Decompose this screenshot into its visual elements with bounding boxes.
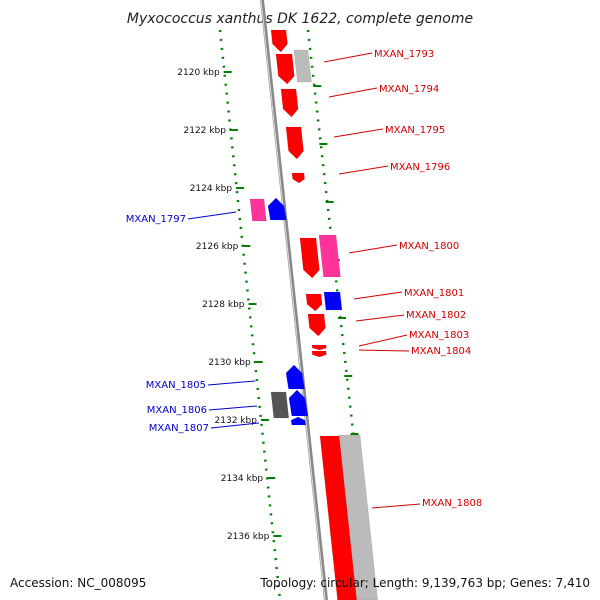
leader-line [328, 87, 378, 98]
accession-text: Accession: NC_008095 [10, 576, 147, 590]
leader-line [348, 244, 398, 254]
leader-line [323, 52, 373, 63]
gene-feature-mxan_1805 [285, 364, 305, 390]
leader-line [187, 211, 237, 220]
gene-feature-mxan_1803 [311, 344, 327, 351]
gene-feature-mxan_1806 [288, 389, 309, 417]
genome-backbone [260, 0, 328, 600]
leader-line [355, 314, 405, 322]
leader-line [353, 291, 403, 300]
tick-label: 2130 kbp [208, 358, 251, 368]
gene-feature-mxan_1797 [267, 197, 287, 221]
gene-feature-mxan_1801 [305, 293, 323, 312]
gene-label-mxan_1808[interactable]: MXAN_1808 [422, 498, 482, 509]
gene-feature-mxan_1807 [290, 416, 307, 426]
gene-feature-mxan_1800 [299, 237, 320, 279]
leader-line [358, 349, 410, 352]
leader-line [338, 165, 389, 175]
gene-feature-mxan_1808 [338, 434, 378, 600]
genome-backbone-highlight [260, 0, 326, 600]
gene-label-mxan_1795[interactable]: MXAN_1795 [385, 125, 445, 136]
gene-label-mxan_1807[interactable]: MXAN_1807 [149, 423, 209, 434]
gene-feature-mxan_1793 [270, 29, 288, 53]
gene-label-mxan_1793[interactable]: MXAN_1793 [374, 49, 434, 60]
gene-label-mxan_1805[interactable]: MXAN_1805 [146, 380, 206, 391]
leader-line [333, 128, 384, 138]
gene-feature-mxan_1793 [293, 49, 312, 83]
gene-feature-mxan_1800 [318, 234, 341, 278]
gene-label-mxan_1796[interactable]: MXAN_1796 [390, 162, 450, 173]
leader-line [210, 422, 260, 429]
gene-label-mxan_1794[interactable]: MXAN_1794 [379, 84, 439, 95]
leader-line [371, 503, 421, 509]
leader-line [207, 380, 256, 386]
gene-feature-mxan_1797 [249, 198, 267, 222]
tick-label: 2122 kbp [184, 126, 227, 136]
gene-label-mxan_1803[interactable]: MXAN_1803 [409, 330, 469, 341]
gene-label-mxan_1806[interactable]: MXAN_1806 [147, 405, 207, 416]
leader-line [358, 334, 408, 347]
topology-text: Topology: circular; Length: 9,139,763 bp… [260, 576, 590, 590]
gene-label-mxan_1800[interactable]: MXAN_1800 [399, 241, 459, 252]
gene-feature-mxan_1804 [311, 350, 327, 358]
map-title: Myxococcus xanthus DK 1622, complete gen… [127, 11, 473, 27]
tick-label: 2124 kbp [190, 184, 233, 194]
gene-features [249, 29, 378, 600]
gene-feature-mxan_1802 [307, 313, 326, 337]
gene-feature-mxan_1796 [285, 126, 304, 160]
gene-feature-mxan_1795 [280, 88, 299, 118]
tick-label: 2136 kbp [227, 532, 270, 542]
gene-feature-mxan_1794 [275, 53, 295, 85]
gene-feature-mxan_1796 [291, 172, 305, 184]
gene-labels: MXAN_1793 MXAN_1794 MXAN_1795 MXAN_1796 MXAN… [126, 49, 483, 509]
leader-line [208, 405, 258, 411]
tick-label: 2120 kbp [177, 68, 220, 78]
tick-label: 2128 kbp [202, 300, 245, 310]
gene-feature-mxan_1808 [319, 435, 360, 600]
tick-label: 2134 kbp [221, 474, 264, 484]
gene-feature-mxan_1806 [270, 391, 290, 419]
tick-label: 2132 kbp [215, 416, 258, 426]
gene-label-mxan_1797[interactable]: MXAN_1797 [126, 214, 186, 225]
gene-label-mxan_1801[interactable]: MXAN_1801 [404, 288, 464, 299]
gene-feature-mxan_1801 [323, 291, 343, 311]
gene-label-mxan_1804[interactable]: MXAN_1804 [411, 346, 471, 357]
gene-label-mxan_1802[interactable]: MXAN_1802 [406, 310, 466, 321]
left-ruler-line [218, 29, 282, 600]
tick-label: 2126 kbp [196, 242, 239, 252]
